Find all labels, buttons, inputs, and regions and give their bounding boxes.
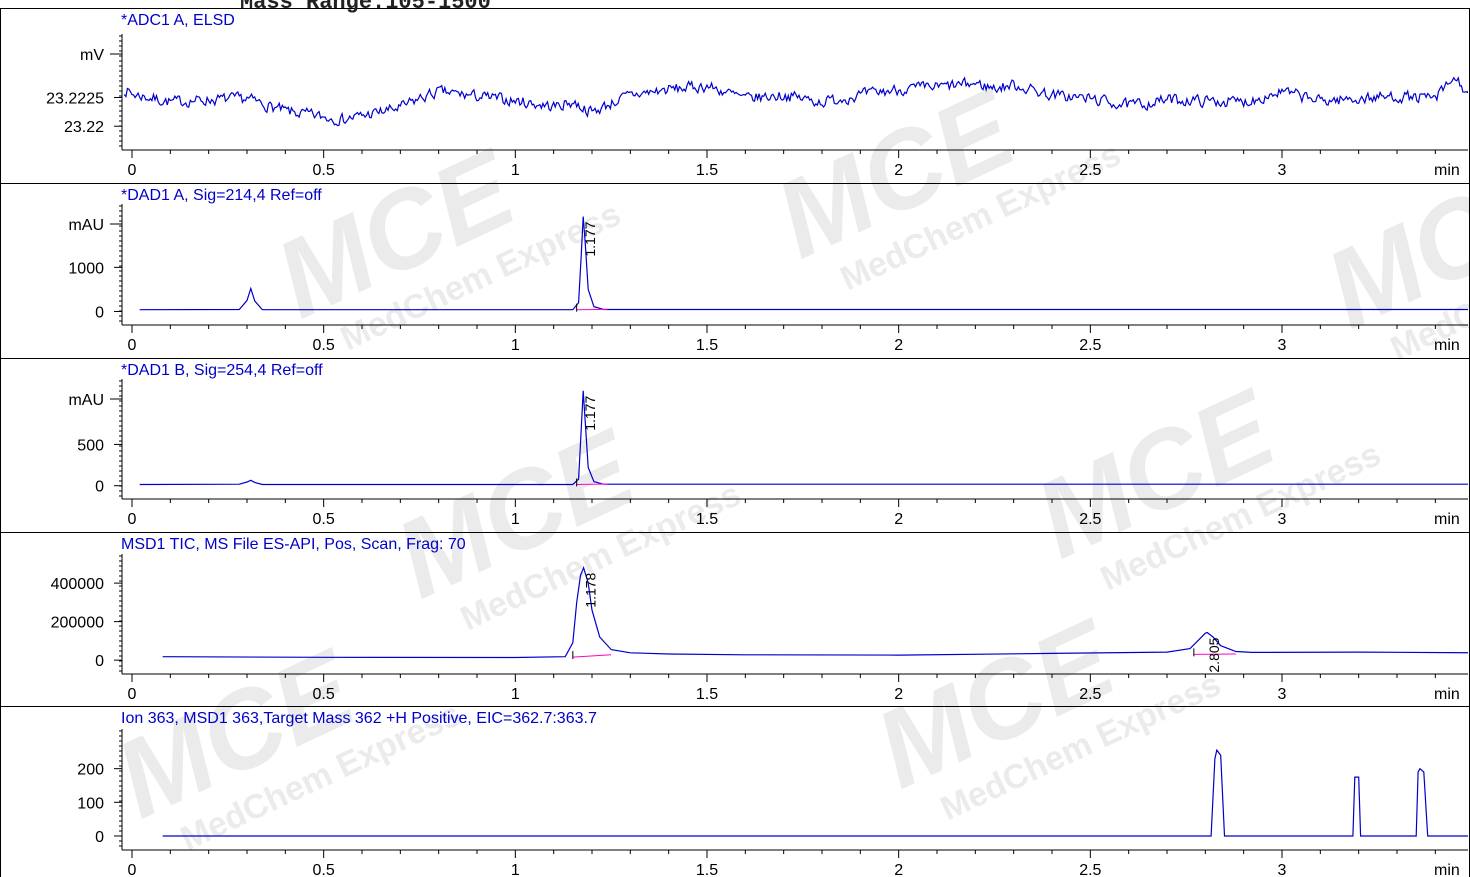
- panel-title: *DAD1 A, Sig=214,4 Ref=off: [121, 187, 322, 204]
- panel-1: *ADC1 A, ELSD mV 23.2225 23.22 0 0.5 1 1.5 2 2.5 3…: [0, 8, 1470, 184]
- x-tick-label: 1: [511, 862, 520, 877]
- panels-layer: *ADC1 A, ELSD mV 23.2225 23.22 0 0.5 1 1.5 2 2.5 3…: [0, 8, 1470, 877]
- panel-3: *DAD1 B, Sig=254,4 Ref=off mAU 500 0 0 0.5 1 1.…: [0, 358, 1470, 533]
- peak-label: 1.177: [582, 396, 598, 431]
- panel-2: *DAD1 A, Sig=214,4 Ref=off mAU 1000 0 0 0.5 1 1…: [0, 183, 1470, 359]
- x-unit-label: min: [1434, 862, 1460, 877]
- x-tick-label: 3: [1278, 686, 1287, 703]
- x-tick-label: 1: [511, 337, 520, 354]
- y-tick-label: 200: [77, 762, 104, 779]
- y-tick-label: 0: [95, 479, 104, 496]
- signal-trace: [123, 76, 1468, 127]
- y-unit-label: mAU: [68, 392, 104, 409]
- x-tick-label: 1.5: [696, 337, 718, 354]
- y-tick-label: 1000: [68, 260, 104, 277]
- x-tick-label: 2.5: [1079, 862, 1101, 877]
- x-tick-label: 1.5: [696, 686, 718, 703]
- x-tick-label: 0.5: [313, 862, 335, 877]
- y-tick-label: 0: [95, 304, 104, 321]
- x-tick-label: 2.5: [1079, 511, 1101, 528]
- peak-label: 1.178: [583, 572, 599, 607]
- x-tick-label: 2.5: [1079, 686, 1101, 703]
- x-tick-label: 1.5: [696, 162, 718, 179]
- x-tick-label: 0: [128, 686, 137, 703]
- y-tick-label: 23.2225: [46, 90, 104, 107]
- panel-title: *DAD1 B, Sig=254,4 Ref=off: [121, 362, 323, 379]
- y-tick-label: 0: [95, 829, 104, 846]
- peak-label: 2.805: [1206, 637, 1222, 672]
- x-tick-label: 3: [1278, 511, 1287, 528]
- peak-label: 1.177: [582, 221, 598, 256]
- x-tick-label: 1: [511, 162, 520, 179]
- panel-title: Ion 363, MSD1 363,Target Mass 362 +H Pos…: [121, 710, 597, 727]
- x-unit-label: min: [1434, 686, 1460, 703]
- integration-baseline: [572, 654, 612, 658]
- x-tick-label: 0.5: [313, 162, 335, 179]
- x-tick-label: 0.5: [313, 511, 335, 528]
- x-tick-label: 2.5: [1079, 337, 1101, 354]
- y-tick-label: 400000: [51, 576, 104, 593]
- x-tick-label: 0.5: [313, 337, 335, 354]
- y-tick-label: 0: [95, 653, 104, 670]
- x-tick-label: 0: [128, 337, 137, 354]
- x-tick-label: 0: [128, 162, 137, 179]
- y-tick-label: 23.22: [64, 119, 104, 136]
- mass-range-header: Mass Range:105-1500: [240, 0, 491, 15]
- x-unit-label: min: [1434, 162, 1460, 179]
- signal-trace: [139, 216, 1468, 311]
- y-unit-label: mAU: [68, 217, 104, 234]
- x-tick-label: 1.5: [696, 862, 718, 877]
- x-tick-label: 2: [894, 686, 903, 703]
- x-tick-label: 0: [128, 862, 137, 877]
- y-unit-label: mV: [80, 47, 104, 64]
- panel-title: *ADC1 A, ELSD: [121, 12, 235, 29]
- signal-trace: [162, 565, 1468, 659]
- x-tick-label: 3: [1278, 862, 1287, 877]
- x-tick-label: 2: [894, 337, 903, 354]
- x-tick-label: 0: [128, 511, 137, 528]
- panel-5: Ion 363, MSD1 363,Target Mass 362 +H Pos…: [0, 706, 1470, 877]
- panel-frame: [0, 183, 1470, 359]
- x-tick-label: 2: [894, 162, 903, 179]
- x-unit-label: min: [1434, 511, 1460, 528]
- signal-trace: [162, 748, 1468, 837]
- x-tick-label: 1: [511, 511, 520, 528]
- panel-title: MSD1 TIC, MS File ES-API, Pos, Scan, Fra…: [121, 536, 466, 553]
- x-tick-label: 3: [1278, 337, 1287, 354]
- x-tick-label: 2: [894, 511, 903, 528]
- x-tick-label: 0.5: [313, 686, 335, 703]
- signal-trace: [139, 390, 1468, 486]
- x-tick-label: 2.5: [1079, 162, 1101, 179]
- x-tick-label: 3: [1278, 162, 1287, 179]
- y-tick-label: 200000: [51, 615, 104, 632]
- y-tick-label: 100: [77, 795, 104, 812]
- x-tick-label: 1: [511, 686, 520, 703]
- y-tick-label: 500: [77, 437, 104, 454]
- x-unit-label: min: [1434, 337, 1460, 354]
- x-tick-label: 2: [894, 862, 903, 877]
- x-tick-label: 1.5: [696, 511, 718, 528]
